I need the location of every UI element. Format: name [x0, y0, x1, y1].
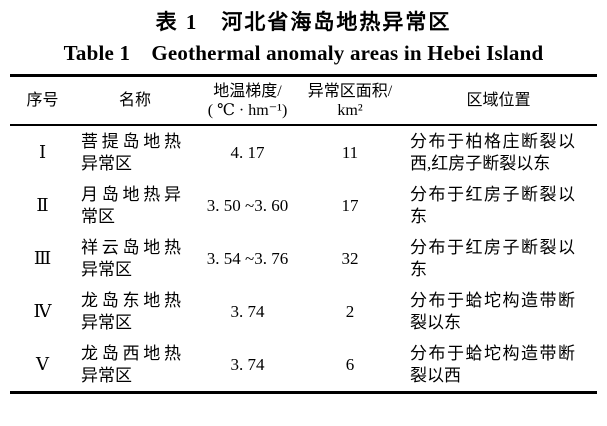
table-title-english: Table 1 Geothermal anomaly areas in Hebe…	[63, 41, 544, 65]
row-gradient: 3. 74	[230, 354, 265, 374]
row-location: 分布于红房子断裂以东	[410, 184, 575, 226]
row-location: 分布于红房子断裂以东	[410, 237, 575, 279]
row-no: Ⅲ	[33, 248, 52, 268]
row-name: 龙岛西地热异常区	[81, 343, 181, 385]
table-title-chinese: 表 1 河北省海岛地热异常区	[155, 10, 452, 34]
row-name: 龙岛东地热异常区	[81, 290, 181, 332]
row-gradient: 3. 74	[230, 301, 265, 321]
table-row: Ⅰ 菩提岛地热异常区 4. 17 11 分布于柏格庄断裂以西,红房子断裂以东	[10, 126, 597, 179]
table-row: Ⅳ 龙岛东地热异常区 3. 74 2 分布于蛤坨构造带断裂以东	[10, 285, 597, 338]
row-name: 月岛地热异常区	[81, 184, 181, 226]
row-gradient: 4. 17	[230, 142, 265, 162]
header-area: 异常区面积/ km²	[307, 82, 393, 119]
row-no: Ⅰ	[38, 142, 47, 162]
table-row: Ⅱ 月岛地热异常区 3. 50 ~3. 60 17 分布于红房子断裂以东	[10, 179, 597, 232]
row-location: 分布于柏格庄断裂以西,红房子断裂以东	[410, 131, 575, 173]
row-no: Ⅳ	[33, 301, 52, 321]
row-area: 32	[341, 248, 359, 268]
geothermal-table: 序号 名称 地温梯度/ ( ℃ · hm⁻¹) 异常区面积/ km² 区域位置 …	[10, 74, 597, 394]
header-no: 序号	[26, 92, 59, 109]
row-location: 分布于蛤坨构造带断裂以东	[410, 290, 575, 332]
row-area: 17	[341, 195, 359, 215]
row-area: 6	[345, 354, 355, 374]
table-row: Ⅲ 祥云岛地热异常区 3. 54 ~3. 76 32 分布于红房子断裂以东	[10, 232, 597, 285]
row-gradient: 3. 54 ~3. 76	[206, 248, 289, 268]
table-row: Ⅴ 龙岛西地热异常区 3. 74 6 分布于蛤坨构造带断裂以西	[10, 338, 597, 391]
row-area: 11	[341, 142, 359, 162]
row-location: 分布于蛤坨构造带断裂以西	[410, 343, 575, 385]
row-name: 祥云岛地热异常区	[81, 237, 181, 279]
row-area: 2	[345, 301, 355, 321]
header-gradient: 地温梯度/ ( ℃ · hm⁻¹)	[207, 82, 288, 119]
row-no: Ⅱ	[36, 195, 49, 215]
header-name: 名称	[118, 92, 151, 109]
table-header-row: 序号 名称 地温梯度/ ( ℃ · hm⁻¹) 异常区面积/ km² 区域位置	[10, 77, 597, 126]
row-gradient: 3. 50 ~3. 60	[206, 195, 289, 215]
row-no: Ⅴ	[36, 354, 49, 374]
row-name: 菩提岛地热异常区	[81, 131, 181, 173]
header-location: 区域位置	[466, 92, 531, 109]
